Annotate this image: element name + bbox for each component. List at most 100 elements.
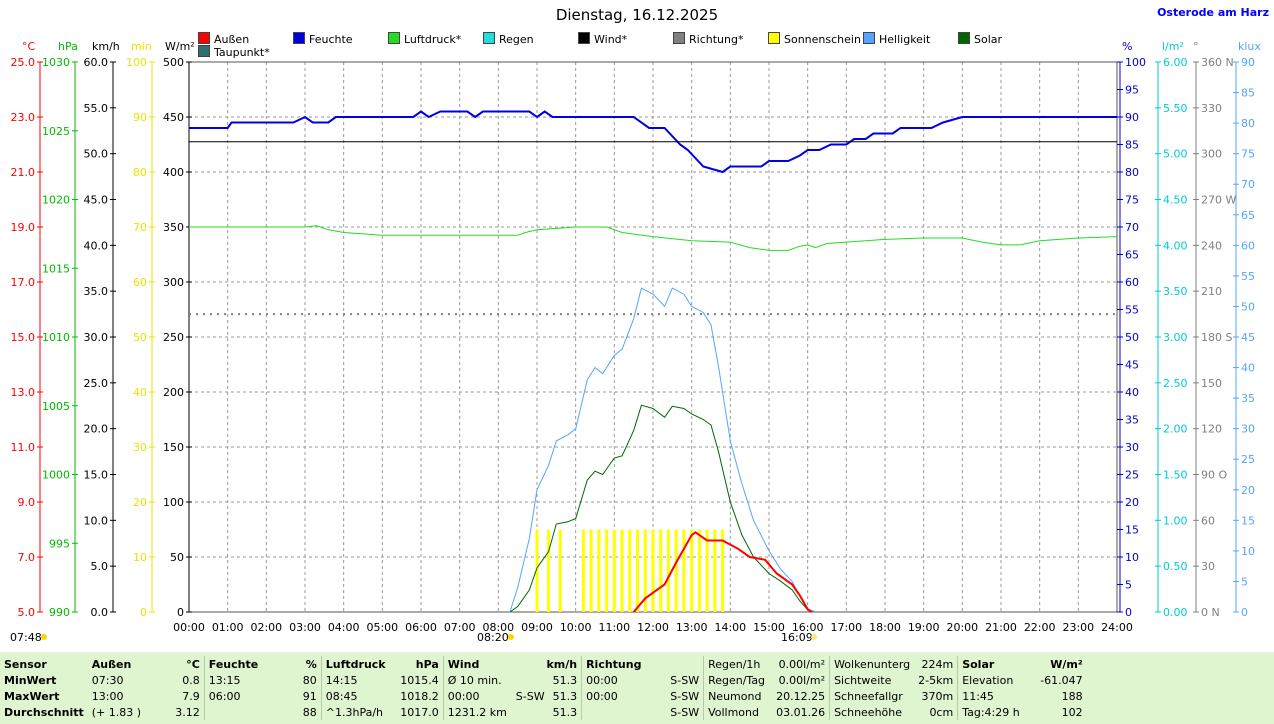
axis-tick-label: 30 bbox=[1125, 441, 1139, 454]
axis-tick-label: 4.50 bbox=[1163, 194, 1188, 207]
location-label: Osterode am Harz bbox=[1157, 6, 1269, 19]
cell: S-SW bbox=[515, 689, 545, 703]
cell: 1018.2 bbox=[400, 689, 439, 703]
axis-tick-label: 35.0 bbox=[84, 285, 109, 298]
legend-item: Sonnenschein bbox=[768, 32, 861, 46]
axis-tick-label: 23.0 bbox=[11, 111, 36, 124]
cell: 0cm bbox=[929, 705, 954, 719]
axis-tick-label: 5.0 bbox=[18, 606, 36, 619]
axis-tick-label: 70 bbox=[1241, 178, 1255, 191]
legend-label: Außen bbox=[214, 33, 250, 46]
axis-tick-label: 30.0 bbox=[84, 331, 109, 344]
cell: 51.3 bbox=[552, 705, 578, 719]
axis-tick-label: 0 bbox=[1241, 606, 1248, 619]
weather-chart: 00:00 01:00 02:00 03:00 04:00 05:00 06:00 07:00… bbox=[10, 40, 1261, 644]
legend-swatch bbox=[388, 32, 400, 44]
legend-swatch bbox=[578, 32, 590, 44]
axis-tick-label: 5.0 bbox=[91, 560, 109, 573]
cell: (+ 1.83 ) bbox=[91, 705, 142, 719]
sunshine-bar bbox=[612, 529, 616, 612]
hdr-aussen-unit: °C bbox=[186, 657, 200, 671]
cell: 14:15 bbox=[320, 672, 390, 688]
legend-item: Helligkeit bbox=[863, 32, 930, 46]
cell: 00:00 bbox=[442, 688, 512, 704]
sunshine-bar bbox=[674, 529, 678, 612]
cell: 00:00 bbox=[581, 672, 661, 688]
x-tick-label: 04:00 bbox=[328, 621, 360, 634]
x-tick-label: 17:00 bbox=[830, 621, 862, 634]
statistics-table: Sensor Außen °C Feuchte % Luftdruck hPa … bbox=[0, 656, 1087, 720]
axis-tick-label: 80 bbox=[1241, 117, 1255, 130]
sunshine-bar bbox=[666, 529, 670, 612]
axis-tick-label: 30 bbox=[1201, 560, 1215, 573]
axis-tick-label: 85 bbox=[1125, 139, 1139, 152]
hdr-solar-unit: W/m² bbox=[1050, 657, 1083, 671]
axis-tick-label: 150 bbox=[163, 441, 184, 454]
axis-tick-label: 55.0 bbox=[84, 102, 109, 115]
legend-item: Luftdruck* bbox=[388, 32, 461, 46]
cell: 06:00 bbox=[203, 688, 283, 704]
cell: 2-5km bbox=[918, 673, 954, 687]
axis-tick-label: 0 N bbox=[1201, 606, 1220, 619]
legend-swatch bbox=[958, 32, 970, 44]
axis-tick-label: 1.00 bbox=[1163, 514, 1188, 527]
axis-tick-label: 45 bbox=[1125, 359, 1139, 372]
sunshine-bar bbox=[589, 529, 593, 612]
sunshine-bar bbox=[620, 529, 624, 612]
x-tick-label: 24:00 bbox=[1101, 621, 1133, 634]
axis-tick-label: 10 bbox=[1241, 545, 1255, 558]
series-line-feuchte bbox=[189, 110, 1117, 174]
axis-tick-label: 85 bbox=[1241, 87, 1255, 100]
axis-tick-label: 400 bbox=[163, 166, 184, 179]
axis-tick-label: 15 bbox=[1241, 514, 1255, 527]
cell: 20.12.25 bbox=[776, 689, 826, 703]
axis-tick-label: 50 bbox=[170, 551, 184, 564]
axis-tick-label: 6.00 bbox=[1163, 56, 1188, 69]
row-label: Durchschnitt bbox=[4, 705, 84, 719]
x-tick-label: 10:00 bbox=[560, 621, 592, 634]
axis-tick-label: 200 bbox=[163, 386, 184, 399]
axis-tick-label: 180 S bbox=[1201, 331, 1232, 344]
axis-tick-label: 45 bbox=[1241, 331, 1255, 344]
axis-tick-label: 450 bbox=[163, 111, 184, 124]
legend-label: Regen bbox=[499, 33, 534, 46]
sunshine-bar bbox=[705, 529, 709, 612]
axis-tick-label: 25 bbox=[1125, 469, 1139, 482]
axis-unit-label: km/h bbox=[92, 40, 120, 53]
axis-tick-label: 30 bbox=[1241, 423, 1255, 436]
hdr-luft-unit: hPa bbox=[415, 657, 439, 671]
cell bbox=[512, 704, 549, 720]
hdr-sensor: Sensor bbox=[4, 657, 47, 671]
axis-tick-label: 100 bbox=[126, 56, 147, 69]
axis-tick-label: 250 bbox=[163, 331, 184, 344]
axis-tick-label: 10 bbox=[1125, 551, 1139, 564]
sunshine-bar bbox=[535, 529, 539, 612]
cell bbox=[512, 672, 549, 688]
axis-tick-label: 995 bbox=[49, 537, 70, 550]
hdr-luft: Luftdruck bbox=[320, 656, 390, 672]
cell: 07:30 bbox=[91, 673, 124, 687]
hdr-solar: Solar bbox=[957, 656, 1037, 672]
axis-tick-label: 0 bbox=[140, 606, 147, 619]
cell: Vollmond bbox=[703, 704, 773, 720]
x-tick-label: 12:00 bbox=[637, 621, 669, 634]
cell: S-SW bbox=[670, 673, 700, 687]
cell: 11:45 bbox=[957, 688, 1037, 704]
axis-tick-label: 1030 bbox=[42, 56, 70, 69]
cell: 13:00 bbox=[91, 689, 124, 703]
x-tick-label: 02:00 bbox=[250, 621, 282, 634]
axis-tick-label: 15.0 bbox=[84, 469, 109, 482]
legend-swatch bbox=[768, 32, 780, 44]
axis-tick-label: 35 bbox=[1241, 392, 1255, 405]
axis-unit-label: % bbox=[1122, 40, 1132, 53]
axis-tick-label: 1.50 bbox=[1163, 469, 1188, 482]
legend-item: Wind* bbox=[578, 32, 627, 46]
cell: Ø 10 min. bbox=[442, 672, 512, 688]
row-label: MinWert bbox=[4, 673, 57, 687]
axis-tick-label: 25.0 bbox=[11, 56, 36, 69]
axis-tick-label: 4.00 bbox=[1163, 239, 1188, 252]
sunshine-bar bbox=[682, 529, 686, 612]
axis-tick-label: 25.0 bbox=[84, 377, 109, 390]
legend-swatch bbox=[673, 32, 685, 44]
axis-unit-label: °C bbox=[22, 40, 36, 53]
